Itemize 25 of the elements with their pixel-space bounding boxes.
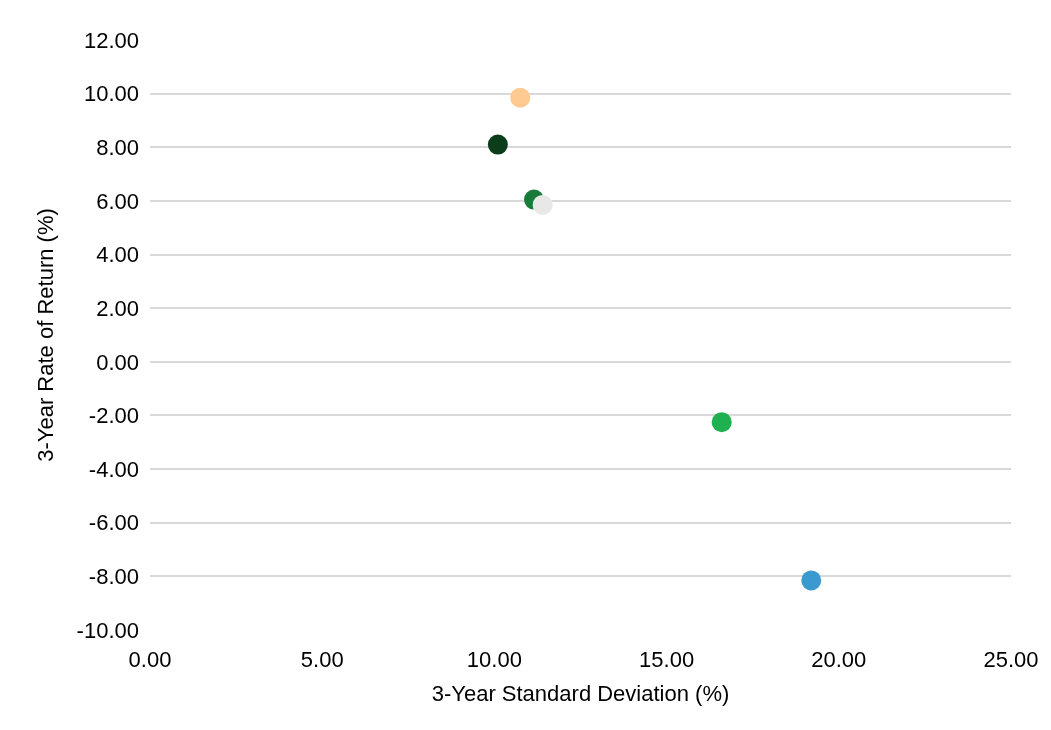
y-tick-label: -6.00 (88, 510, 139, 536)
point (487, 134, 508, 155)
y-tick-label: 10.00 (83, 81, 139, 107)
point (510, 87, 531, 108)
x-tick-label: 15.00 (639, 647, 695, 672)
y-tick-label: 0.00 (96, 349, 139, 375)
point (711, 412, 732, 433)
x-tick-label: 10.00 (466, 647, 522, 672)
y-tick-label: 6.00 (96, 188, 139, 214)
point (532, 194, 553, 215)
y-tick-label: -4.00 (88, 456, 139, 482)
y-tick-label: 8.00 (96, 134, 139, 160)
x-tick-label: 20.00 (811, 647, 867, 672)
x-tick-label: 5.00 (300, 647, 344, 672)
x-tick-label: 0.00 (128, 647, 172, 672)
y-tick-label: -10.00 (76, 617, 139, 643)
y-tick-label: -2.00 (88, 403, 139, 429)
y-tick-label: 4.00 (96, 242, 139, 268)
y-tick-label: 2.00 (96, 295, 139, 321)
y-tick-label: -8.00 (88, 564, 139, 590)
y-tick-label: 12.00 (83, 27, 139, 53)
y-axis-title: 3-Year Rate of Return (%) (33, 208, 59, 462)
x-tick-label: 25.00 (983, 647, 1039, 672)
x-axis-title: 3-Year Standard Deviation (%) (431, 680, 730, 706)
point (801, 570, 822, 591)
